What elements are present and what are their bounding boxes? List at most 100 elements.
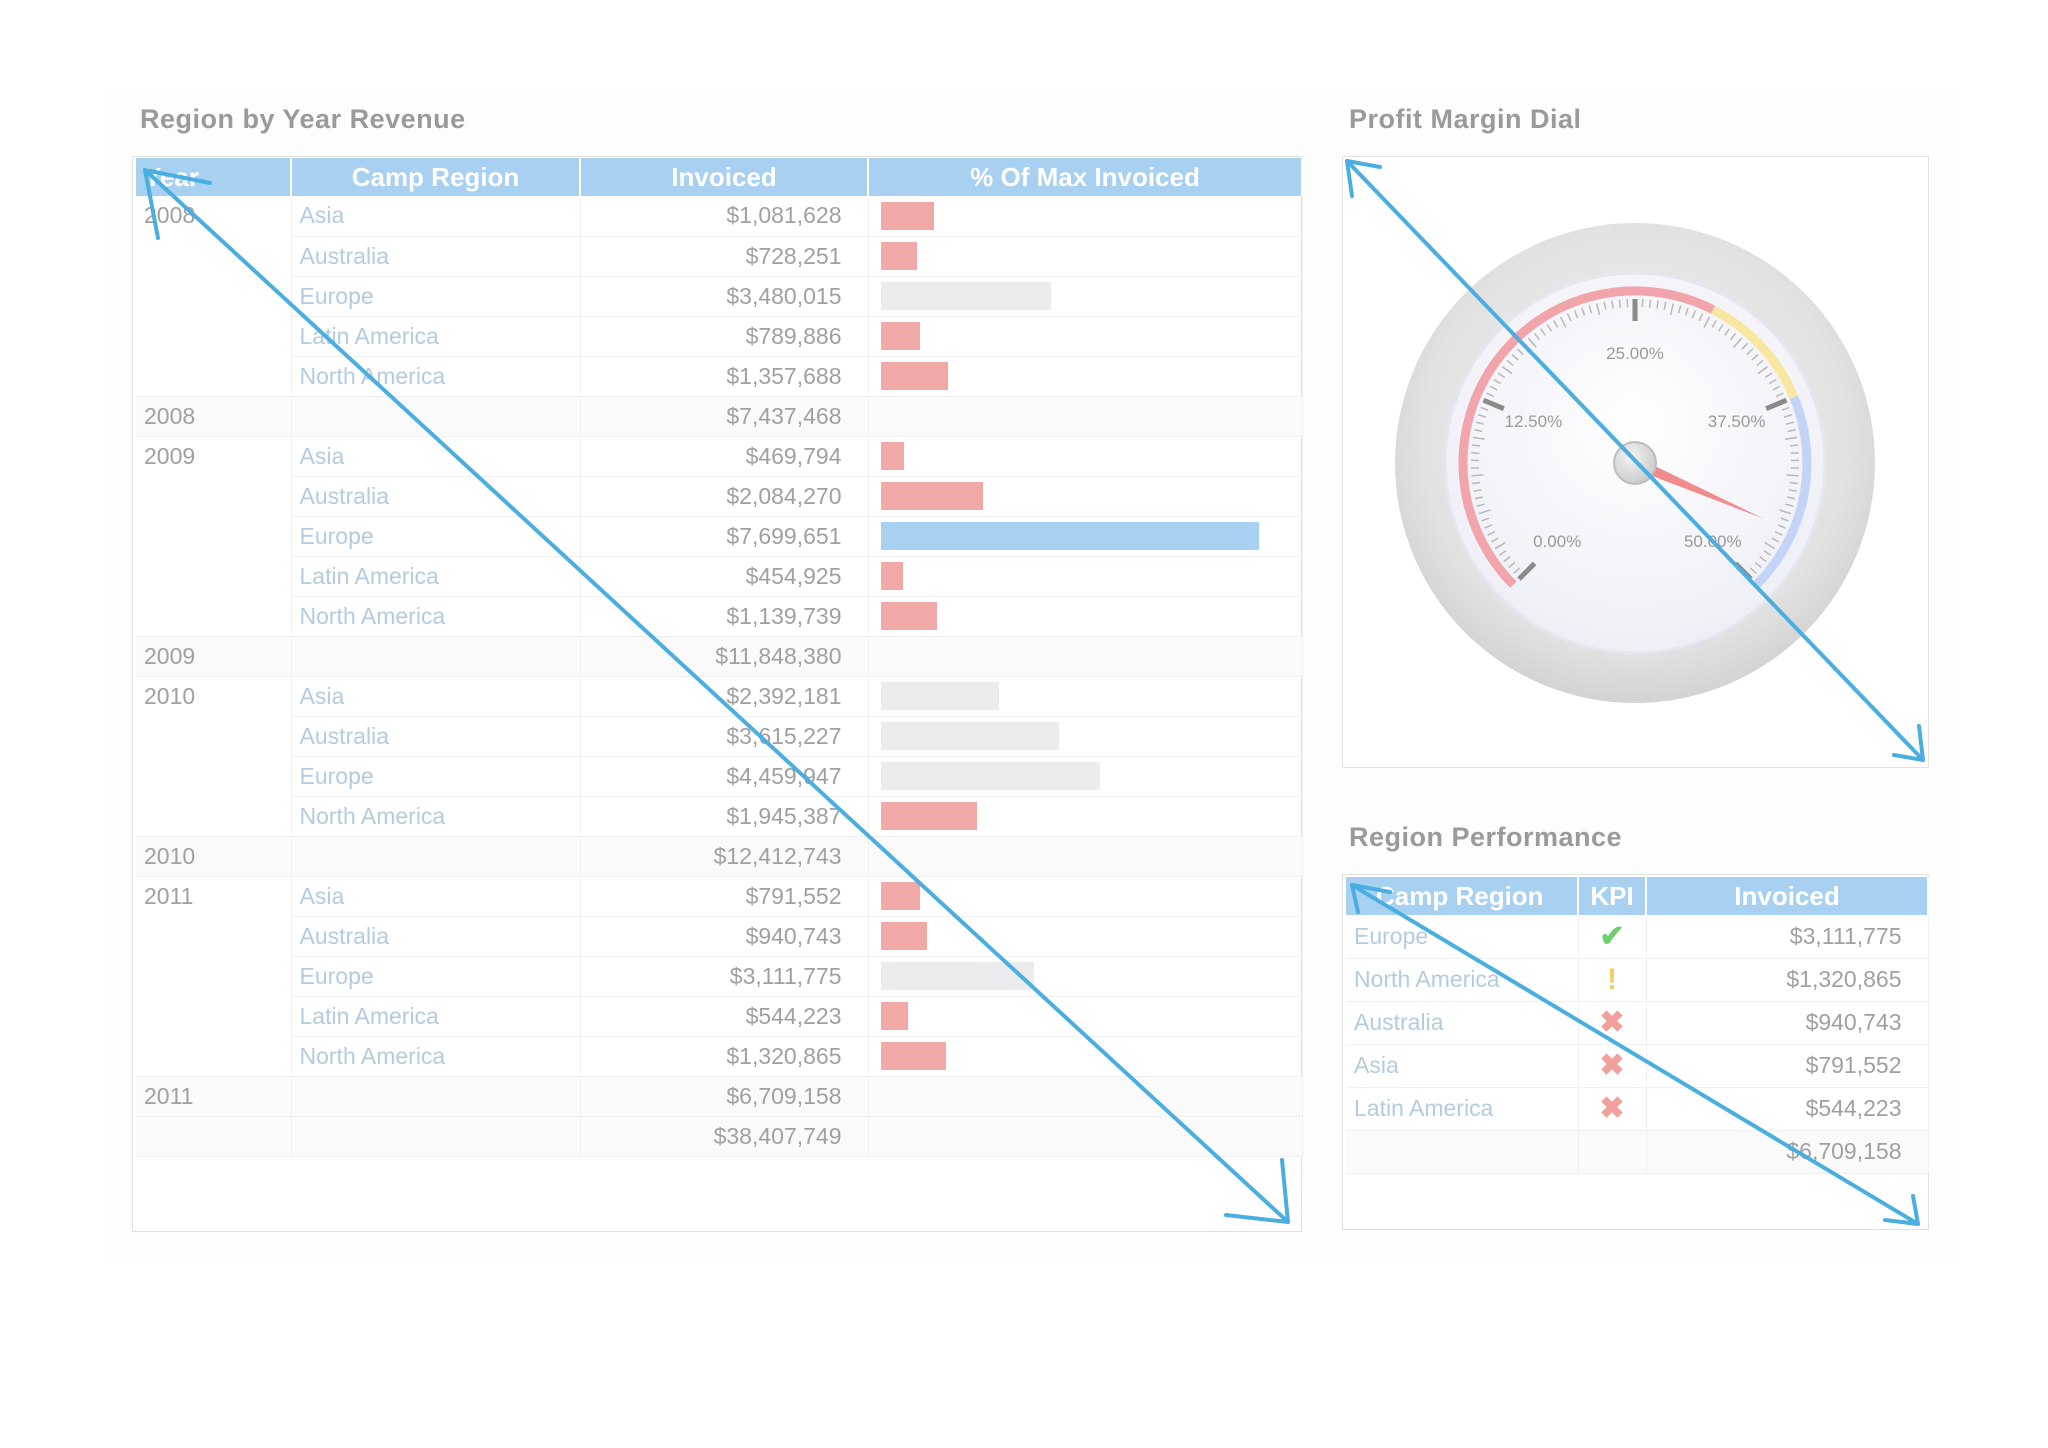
performance-header-row: Camp Region KPI Invoiced [1346,877,1929,915]
revenue-row[interactable]: Europe $3,111,775 [136,956,1303,997]
revenue-row[interactable]: Latin America $789,886 [136,316,1303,357]
pct-max-bar [880,482,983,510]
dial-tick-label: 37.50% [1708,412,1766,431]
pct-max-cell [868,1036,1303,1077]
dial-tick-label: 25.00% [1606,344,1664,363]
pct-max-cell [868,956,1303,997]
year-cell: 2009 [136,436,292,637]
invoiced-cell: $1,357,688 [580,356,869,397]
performance-total-cell: $6,709,158 [1646,1130,1929,1174]
revenue-table: Year Camp Region Invoiced % Of Max Invoi… [136,158,1303,1157]
invoiced-cell: $3,111,775 [580,956,869,997]
dial-minor-tick [1618,299,1622,308]
revenue-row[interactable]: Europe $3,480,015 [136,276,1303,317]
revenue-row[interactable]: 2010 Asia $2,392,181 [136,676,1303,837]
dial-minor-tick [1471,474,1484,477]
region-cell: Europe [291,276,581,317]
region-cell: North America [291,1036,581,1077]
pct-max-bar [880,1042,946,1070]
revenue-row[interactable]: Australia $728,251 [136,236,1303,277]
performance-row[interactable]: Europe ✔ $3,111,775 [1346,915,1929,959]
dial-minor-tick [1648,299,1652,308]
invoiced-cell: $2,084,270 [580,476,869,517]
year-cell: 2010 [136,676,292,837]
revenue-row[interactable]: Latin America $454,925 [136,556,1303,597]
profit-margin-dial: 0.00% 12.50% 25.00% 37.50% 50.00% [1395,223,1875,703]
pct-max-cell [868,996,1303,1037]
performance-panel-title: Region Performance [1349,822,1623,852]
x-icon: ✖ [1578,1087,1647,1131]
invoiced-cell: $7,699,651 [580,516,869,557]
column-header-year[interactable]: Year [136,158,292,196]
subtotal-cell: $6,709,158 [580,1076,869,1117]
pct-max-cell [868,796,1303,837]
region-cell: Asia [291,876,581,917]
revenue-row[interactable]: Australia $3,615,227 [136,716,1303,757]
subtotal-year-cell: 2009 [136,636,292,677]
invoiced-cell: $1,945,387 [580,796,869,837]
region-cell: Latin America [291,556,581,597]
performance-row[interactable]: Latin America ✖ $544,223 [1346,1087,1929,1131]
region-cell: Latin America [1346,1087,1579,1131]
subtotal-year-cell: 2010 [136,836,292,877]
invoiced-cell: $1,320,865 [580,1036,869,1077]
dial-minor-tick [1472,481,1481,485]
revenue-row[interactable]: 2009 Asia $469,794 [136,436,1303,637]
revenue-row[interactable]: North America $1,320,865 [136,1036,1303,1077]
revenue-row[interactable]: North America $1,139,739 [136,596,1303,637]
invoiced-cell: $454,925 [580,556,869,597]
invoiced-cell: $544,223 [1646,1087,1929,1131]
dial-tick-label: 50.00% [1684,532,1742,551]
pct-max-bar [880,562,903,590]
revenue-panel-title: Region by Year Revenue [140,104,466,134]
pct-max-cell [868,676,1303,717]
revenue-row[interactable]: Australia $940,743 [136,916,1303,957]
region-cell: Latin America [291,316,581,357]
revenue-row[interactable]: Europe $7,699,651 [136,516,1303,557]
region-cell: Australia [291,476,581,517]
region-cell: Europe [291,956,581,997]
pct-max-bar [880,602,937,630]
year-subtotal-row: 2010 $12,412,743 [136,836,1303,877]
invoiced-cell: $3,480,015 [580,276,869,317]
x-icon: ✖ [1578,1044,1647,1088]
pct-max-bar [880,722,1059,750]
pct-max-cell [868,876,1303,917]
dial-minor-tick [1786,474,1799,477]
performance-row[interactable]: Australia ✖ $940,743 [1346,1001,1929,1045]
pct-max-bar [880,922,927,950]
column-header-camp-region[interactable]: Camp Region [1346,877,1579,915]
pct-max-bar [880,201,934,230]
invoiced-cell: $544,223 [580,996,869,1037]
year-cell: 2011 [136,876,292,1077]
revenue-row[interactable]: 2008 Asia $1,081,628 [136,196,1303,397]
region-cell: Australia [291,916,581,957]
performance-row[interactable]: North America! $1,320,865 [1346,958,1929,1002]
column-header-pct-max[interactable]: % Of Max Invoiced [868,158,1303,196]
revenue-row[interactable]: North America $1,945,387 [136,796,1303,837]
grand-total-cell: $38,407,749 [580,1116,869,1157]
region-cell: Asia [291,676,581,717]
subtotal-year-cell: 2011 [136,1076,292,1117]
pct-max-bar [880,282,1051,310]
revenue-row[interactable]: 2011 Asia $791,552 [136,876,1303,1077]
column-header-invoiced[interactable]: Invoiced [580,158,869,196]
revenue-row[interactable]: Europe $4,459,947 [136,756,1303,797]
column-header-invoiced[interactable]: Invoiced [1646,877,1929,915]
performance-panel: Camp Region KPI Invoiced Europe ✔ $3,111,7… [1342,874,1929,1230]
performance-total-row: $6,709,158 [1346,1130,1929,1174]
invoiced-cell: $940,743 [1646,1001,1929,1045]
revenue-row[interactable]: Australia $2,084,270 [136,476,1303,517]
invoiced-cell: $789,886 [580,316,869,357]
column-header-camp-region[interactable]: Camp Region [291,158,581,196]
pct-max-cell [868,476,1303,517]
region-cell: Europe [291,756,581,797]
pct-max-bar [880,242,917,270]
performance-row[interactable]: Asia ✖ $791,552 [1346,1044,1929,1088]
revenue-row[interactable]: Latin America $544,223 [136,996,1303,1037]
invoiced-cell: $4,459,947 [580,756,869,797]
revenue-row[interactable]: North America $1,357,688 [136,356,1303,397]
column-header-kpi[interactable]: KPI [1578,877,1647,915]
grand-total-row: $38,407,749 [136,1116,1303,1157]
region-cell: Australia [291,716,581,757]
